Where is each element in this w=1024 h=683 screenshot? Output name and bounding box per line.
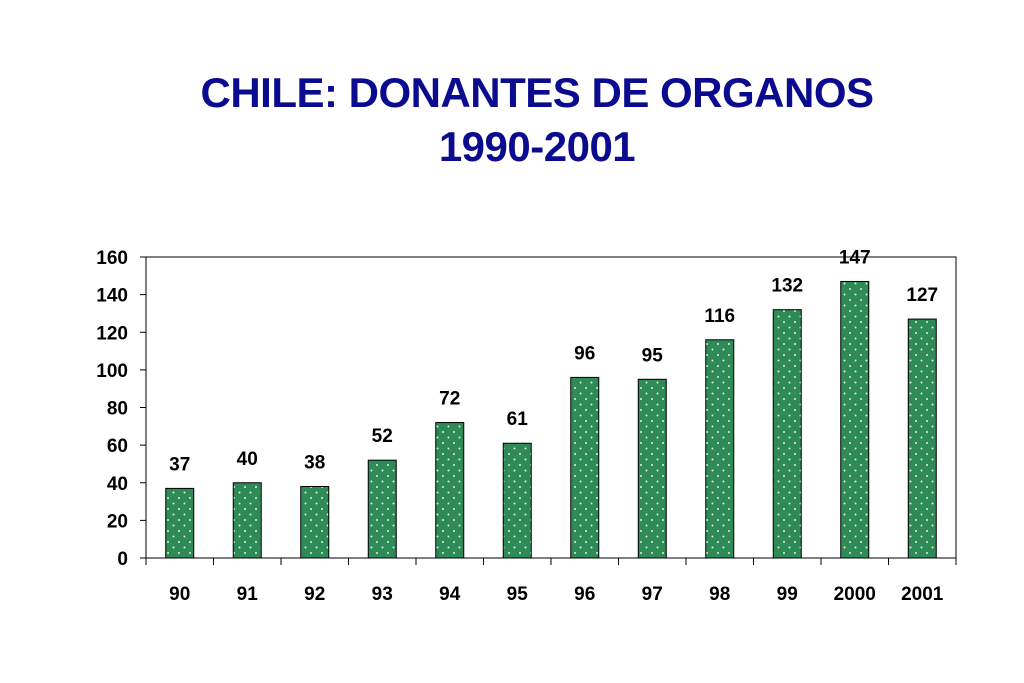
x-tick-label: 93 bbox=[372, 584, 393, 605]
x-tick-label: 2001 bbox=[901, 584, 944, 605]
bars bbox=[165, 280, 937, 559]
plot-area bbox=[145, 256, 957, 559]
y-tick-label: 120 bbox=[96, 323, 128, 344]
x-tick-label: 99 bbox=[777, 584, 798, 605]
data-label: 96 bbox=[574, 343, 595, 364]
y-tick-label: 60 bbox=[107, 436, 128, 457]
x-tick-label: 94 bbox=[439, 584, 461, 605]
y-tick-label: 140 bbox=[96, 286, 128, 307]
bar bbox=[705, 339, 735, 559]
data-label: 116 bbox=[704, 306, 735, 327]
x-axis: 90 91 92 93 94 95 96 97 98 99 2000 2001 bbox=[145, 558, 957, 605]
bar bbox=[637, 378, 667, 559]
x-tick-label: 98 bbox=[709, 584, 730, 605]
bar bbox=[772, 309, 802, 559]
data-label: 52 bbox=[372, 426, 393, 447]
data-label: 147 bbox=[839, 247, 871, 268]
data-label: 95 bbox=[642, 345, 664, 366]
bar bbox=[502, 442, 532, 559]
x-tick-label: 2000 bbox=[834, 584, 876, 605]
bar bbox=[570, 376, 600, 559]
chart-title-block: CHILE: DONANTES DE ORGANOS 1990-2001 bbox=[0, 66, 1024, 174]
bar bbox=[165, 487, 195, 559]
y-tick-label: 100 bbox=[96, 361, 128, 382]
x-tick-label: 96 bbox=[574, 584, 595, 605]
y-tick-label: 20 bbox=[107, 511, 128, 532]
data-label: 38 bbox=[304, 453, 325, 474]
x-tick-label: 95 bbox=[507, 584, 529, 605]
data-label: 61 bbox=[507, 409, 529, 430]
bar bbox=[840, 280, 870, 559]
chart-subtitle: 1990-2001 bbox=[438, 123, 636, 170]
y-tick-label: 40 bbox=[107, 474, 128, 495]
x-tick-label: 91 bbox=[237, 584, 259, 605]
bar bbox=[435, 422, 465, 559]
y-axis: 0 20 40 60 80 100 120 140 160 bbox=[96, 248, 146, 570]
y-tick-label: 160 bbox=[96, 248, 128, 269]
chart-title: CHILE: DONANTES DE ORGANOS bbox=[200, 69, 874, 116]
data-label: 127 bbox=[906, 285, 938, 306]
x-tick-label: 97 bbox=[642, 584, 663, 605]
bar bbox=[300, 486, 330, 559]
x-tick-label: 90 bbox=[169, 584, 190, 605]
data-label: 72 bbox=[439, 389, 460, 410]
bar bbox=[367, 459, 397, 559]
plot-frame bbox=[145, 256, 957, 559]
bar bbox=[907, 318, 937, 559]
x-tick-label: 92 bbox=[304, 584, 325, 605]
data-label: 40 bbox=[237, 449, 258, 470]
data-label: 37 bbox=[169, 454, 190, 475]
data-labels: 37 40 38 52 72 61 96 95 116 132 147 127 bbox=[169, 247, 938, 475]
y-tick-label: 0 bbox=[117, 549, 128, 570]
bar bbox=[232, 482, 262, 559]
data-label: 132 bbox=[771, 276, 803, 297]
y-tick-label: 80 bbox=[107, 399, 128, 420]
